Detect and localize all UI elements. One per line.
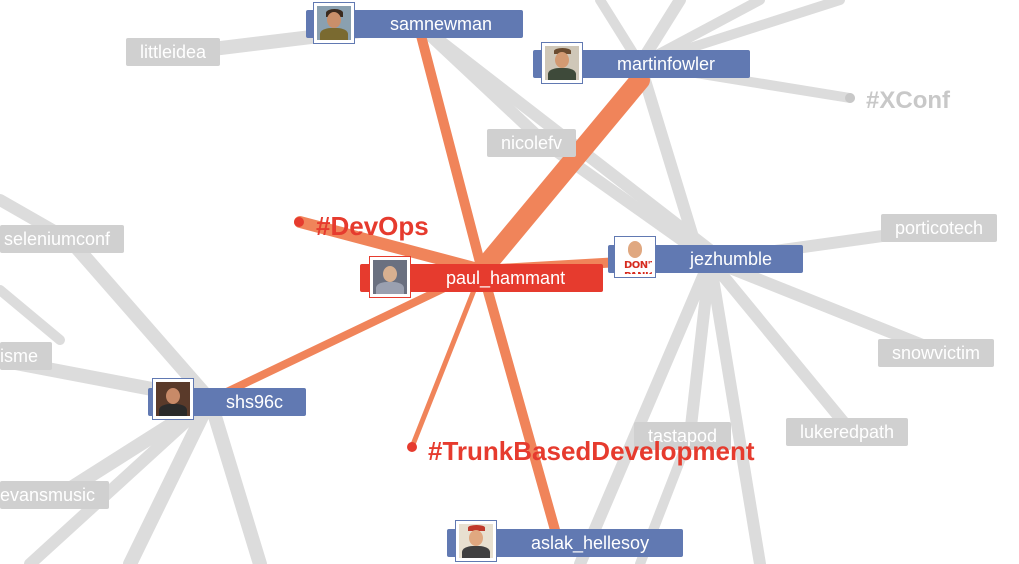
edge-highlight — [409, 267, 485, 450]
highlight-edges — [206, 19, 650, 535]
paul-hammant-avatar[interactable] — [369, 256, 411, 298]
node-tastapod[interactable]: tastapod — [634, 422, 732, 450]
edge — [24, 394, 216, 564]
edge — [704, 254, 766, 564]
hashtag-dot — [294, 217, 304, 227]
edge-highlight — [294, 216, 488, 276]
edge-highlight — [413, 19, 487, 275]
node-hashtag-devops[interactable]: #DevOps — [316, 211, 429, 241]
edge — [634, 58, 706, 266]
hashtag-dot — [407, 442, 417, 452]
node-evansmusic[interactable]: evansmusic — [0, 481, 110, 509]
martinfowler-avatar[interactable] — [541, 42, 583, 84]
node-hashtag-xconf[interactable]: #XConf — [866, 87, 950, 114]
edge — [704, 254, 856, 436]
edge-highlight — [472, 70, 650, 280]
node-seleniumconf[interactable]: seleniumconf — [0, 225, 125, 253]
edge — [203, 393, 267, 564]
node-lukeredpath[interactable]: lukeredpath — [786, 418, 909, 446]
node-littleidea[interactable]: littleidea — [126, 38, 221, 66]
edge — [123, 393, 217, 564]
samnewman-avatar[interactable] — [313, 2, 355, 44]
hashtag-dot — [845, 93, 855, 103]
jezhumble-avatar[interactable]: DON'T PANIC — [614, 236, 656, 278]
aslak-hellesoy-avatar[interactable] — [455, 520, 497, 562]
node-nicolefv[interactable]: nicolefv — [487, 129, 577, 157]
edge-highlight — [477, 265, 560, 535]
node-porticotech[interactable]: porticotech — [881, 214, 998, 242]
node-snowvictim[interactable]: snowvictim — [878, 339, 995, 367]
node-hashtag-trunkbaseddevelopment[interactable]: #TrunkBasedDevelopment — [428, 436, 755, 466]
edge — [684, 254, 716, 441]
shs96c-avatar[interactable] — [152, 378, 194, 420]
edge — [574, 254, 716, 564]
node-isme[interactable]: isme — [0, 342, 53, 370]
avatar-panic-text: DON'T PANIC — [624, 260, 652, 274]
edge — [0, 285, 65, 345]
edge — [704, 254, 946, 358]
edge — [63, 233, 217, 407]
